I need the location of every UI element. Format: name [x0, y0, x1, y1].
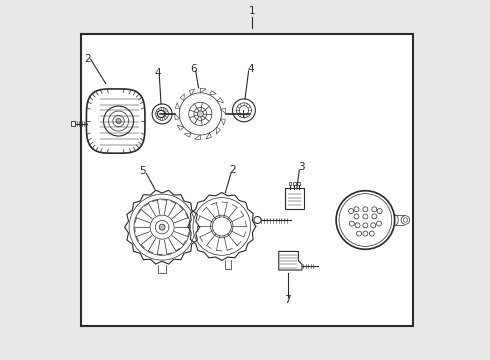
Polygon shape — [174, 114, 180, 120]
Text: 2: 2 — [84, 54, 91, 64]
Polygon shape — [184, 133, 191, 137]
Text: 4: 4 — [247, 64, 254, 73]
Circle shape — [159, 224, 165, 230]
Circle shape — [254, 216, 261, 224]
Bar — [71, 121, 74, 126]
Text: 7: 7 — [285, 295, 291, 305]
Bar — [81, 33, 413, 327]
Circle shape — [129, 194, 195, 260]
Text: 5: 5 — [139, 166, 146, 176]
Bar — [289, 182, 292, 185]
Polygon shape — [86, 89, 145, 153]
Text: 2: 2 — [229, 165, 236, 175]
FancyBboxPatch shape — [285, 188, 304, 209]
Polygon shape — [175, 103, 180, 109]
Bar — [293, 182, 296, 185]
Bar — [297, 182, 300, 185]
Text: 4: 4 — [154, 68, 161, 78]
Polygon shape — [180, 94, 184, 101]
Circle shape — [152, 104, 172, 124]
Text: 1: 1 — [249, 6, 255, 17]
Text: 3: 3 — [298, 162, 304, 172]
Polygon shape — [217, 98, 223, 103]
Circle shape — [232, 99, 255, 122]
Polygon shape — [221, 108, 226, 114]
Polygon shape — [221, 118, 225, 125]
Polygon shape — [206, 133, 212, 139]
Circle shape — [197, 111, 203, 117]
Circle shape — [336, 191, 394, 249]
Polygon shape — [279, 251, 302, 270]
Circle shape — [116, 118, 121, 123]
Circle shape — [157, 111, 165, 117]
Text: 6: 6 — [190, 64, 196, 73]
Polygon shape — [200, 88, 206, 93]
Polygon shape — [189, 89, 195, 95]
Polygon shape — [177, 125, 184, 130]
Circle shape — [401, 216, 410, 224]
Circle shape — [193, 198, 250, 255]
Polygon shape — [210, 91, 217, 95]
Polygon shape — [217, 127, 221, 134]
Polygon shape — [195, 135, 200, 140]
